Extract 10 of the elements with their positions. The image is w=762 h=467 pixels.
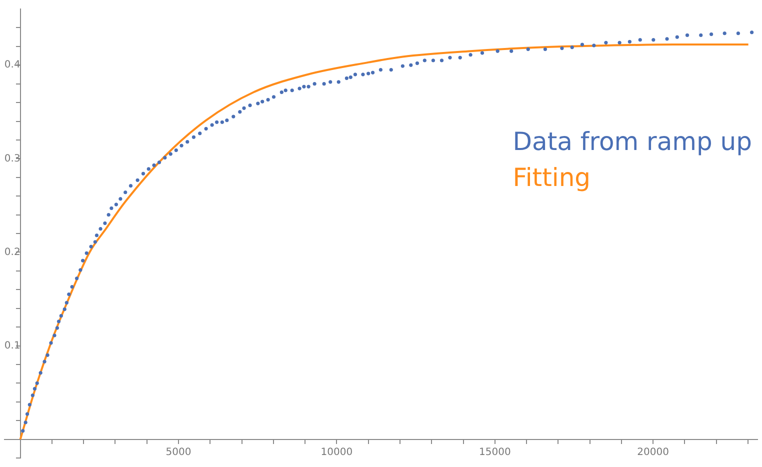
y-tick-label: 0.1 — [4, 340, 20, 352]
y-tick-label: 0.3 — [4, 153, 20, 164]
x-tick-label: 15000 — [478, 446, 511, 458]
x-tick-label: 5000 — [166, 446, 192, 458]
text: Data from ramp up — [512, 127, 752, 156]
y-tick-label: 0.4 — [4, 60, 20, 71]
x-tick-label: 10000 — [320, 446, 353, 458]
x-tick-label: 20000 — [637, 446, 669, 458]
y-tick-label: 0.2 — [4, 246, 20, 258]
text: Fitting — [512, 163, 591, 192]
